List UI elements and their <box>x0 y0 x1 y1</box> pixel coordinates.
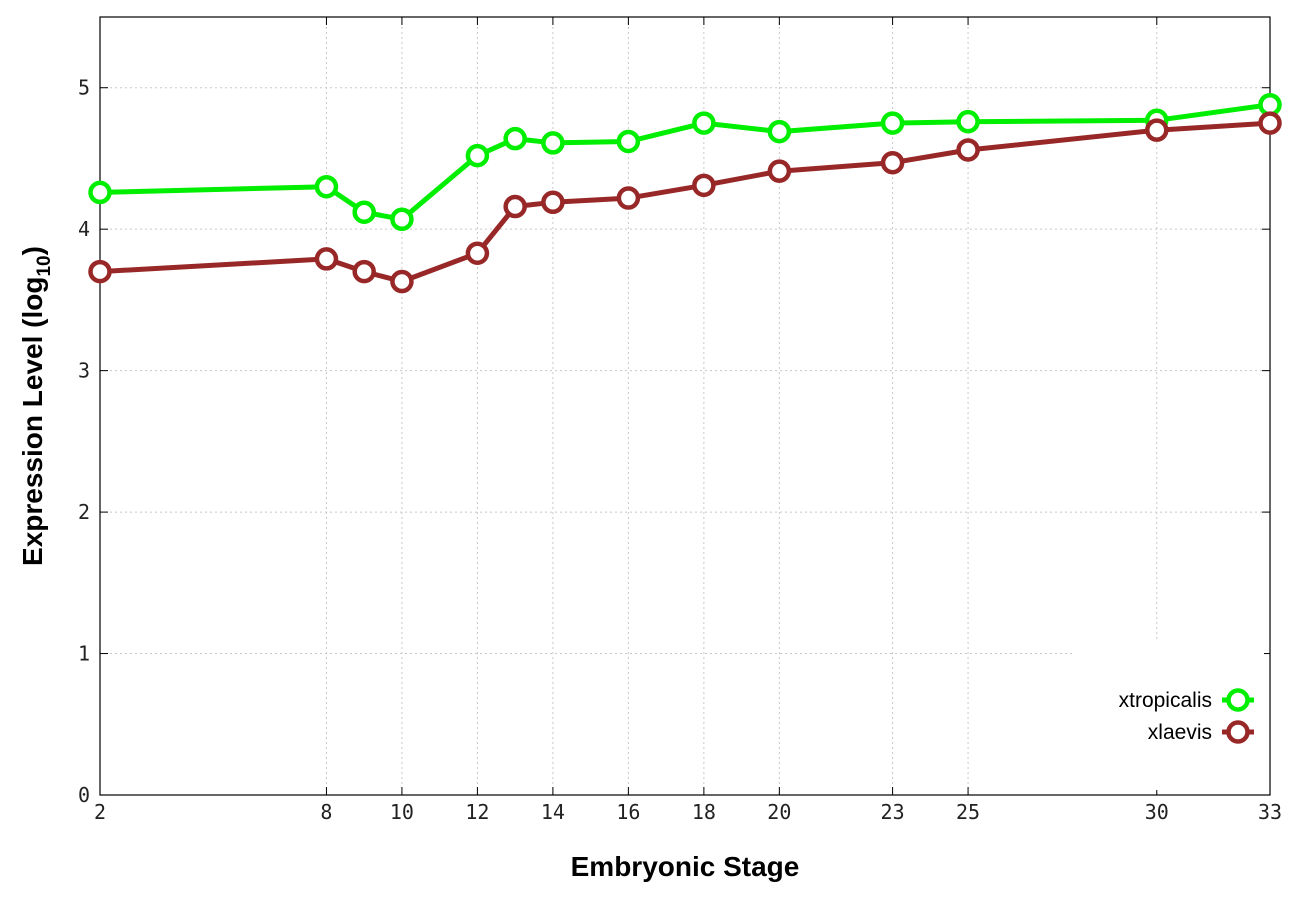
x-tick-label: 16 <box>616 800 640 824</box>
data-point-xtropicalis <box>352 200 376 224</box>
y-tick-label: 2 <box>78 500 90 524</box>
data-point-xlaevis <box>541 190 565 215</box>
y-tick-label: 0 <box>78 783 90 807</box>
legend: xtropicalis xlaevis <box>1119 688 1254 744</box>
data-point-xlaevis <box>692 173 716 198</box>
y-tick-label: 4 <box>78 217 90 241</box>
x-tick-label: 25 <box>956 800 980 824</box>
series-line-xtropicalis <box>99 102 1271 222</box>
data-point-xtropicalis <box>616 129 641 154</box>
data-point-xtropicalis <box>880 111 905 135</box>
data-point-xlaevis <box>880 150 905 175</box>
x-tick-label: 8 <box>320 800 332 824</box>
x-tick-label: 2 <box>94 800 106 824</box>
y-axis-title-subscript: 10 <box>34 255 55 276</box>
x-tick-label: 20 <box>767 800 791 824</box>
data-point-xtropicalis <box>692 111 716 135</box>
data-point-xlaevis <box>616 186 641 210</box>
data-point-xtropicalis <box>314 174 339 199</box>
series <box>88 92 1282 294</box>
data-point-xtropicalis <box>465 143 490 168</box>
data-point-xlaevis <box>88 259 112 284</box>
x-tick-label: 33 <box>1258 800 1282 824</box>
x-tick-label: 18 <box>692 800 716 824</box>
y-axis-title-close: ) <box>17 246 48 255</box>
x-tick-label: 14 <box>541 800 565 824</box>
y-tick-label: 3 <box>78 359 90 383</box>
data-point-xlaevis <box>767 159 792 183</box>
legend-marker-xtropicalis <box>1226 688 1250 712</box>
data-point-xlaevis <box>352 259 376 284</box>
x-tick-label: 23 <box>881 800 905 824</box>
x-tick-label: 12 <box>465 800 489 824</box>
data-point-xlaevis <box>465 241 490 265</box>
y-tick-label: 5 <box>78 76 90 100</box>
plot-frame <box>99 16 1271 796</box>
data-point-xlaevis <box>314 247 339 271</box>
data-point-xlaevis <box>1145 118 1169 142</box>
data-point-xtropicalis <box>503 126 527 151</box>
legend-label-xlaevis: xlaevis <box>1148 721 1212 744</box>
y-axis-title: Expression Level (log10) <box>17 246 55 566</box>
legend-background <box>1072 642 1264 790</box>
y-axis-title-main: Expression Level (log <box>17 277 48 566</box>
legend-label-xtropicalis: xtropicalis <box>1119 689 1212 712</box>
legend-marker-xlaevis <box>1226 720 1250 744</box>
data-point-xlaevis <box>1258 111 1282 135</box>
data-point-xtropicalis <box>767 119 792 144</box>
data-point-xtropicalis <box>541 131 565 155</box>
data-point-xtropicalis <box>390 207 414 232</box>
data-point-xlaevis <box>956 138 980 162</box>
x-axis-title: Embryonic Stage <box>571 851 800 882</box>
x-tick-label: 30 <box>1145 800 1169 824</box>
data-point-xtropicalis <box>88 180 112 205</box>
series-line-xlaevis <box>99 120 1271 284</box>
data-point-xlaevis <box>503 194 527 219</box>
x-tick-label: 10 <box>390 800 414 824</box>
data-point-xlaevis <box>390 269 414 294</box>
y-tick-label: 1 <box>78 642 90 666</box>
data-point-xtropicalis <box>956 109 980 134</box>
